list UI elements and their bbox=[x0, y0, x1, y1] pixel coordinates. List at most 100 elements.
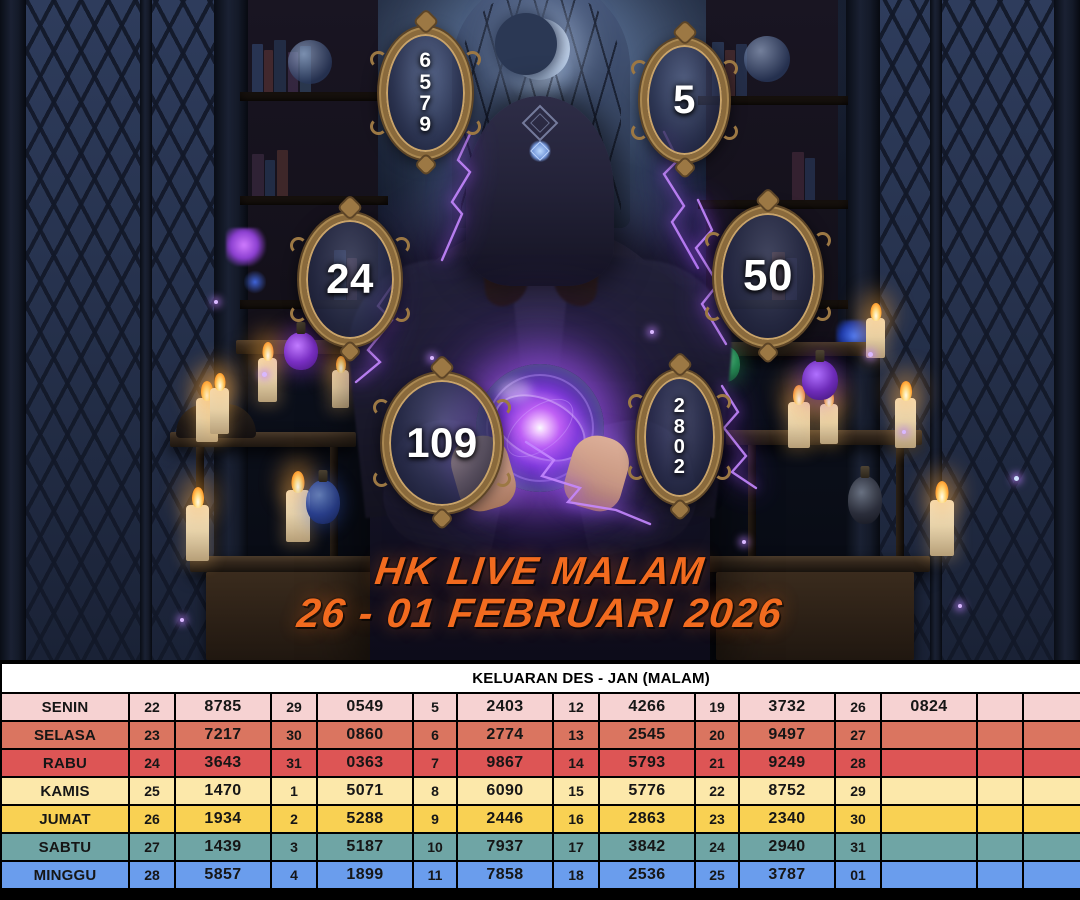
sparkle-mote bbox=[1014, 476, 1019, 481]
book bbox=[725, 50, 735, 96]
candle-icon bbox=[258, 342, 277, 402]
table-cell-date bbox=[976, 692, 1024, 722]
table-cell-date: 25 bbox=[694, 860, 740, 890]
table-cell-date: 23 bbox=[128, 720, 176, 750]
table-cell-number: 0860 bbox=[316, 720, 414, 750]
table-cell-number: 6090 bbox=[456, 776, 554, 806]
table-cell-number bbox=[1022, 748, 1080, 778]
number-frame-24[interactable]: 24 bbox=[290, 196, 410, 361]
table-cell-date bbox=[976, 776, 1024, 806]
table-cell-date: 13 bbox=[552, 720, 600, 750]
table-cell-date: 01 bbox=[834, 860, 882, 890]
table-cell-date bbox=[976, 804, 1024, 834]
sparkle-mote bbox=[958, 604, 962, 608]
table-cell-number bbox=[1022, 692, 1080, 722]
table-cell-date: 24 bbox=[128, 748, 176, 778]
number-frame-value: 5 bbox=[673, 77, 696, 122]
table-row: RABU 24 3643 31 0363 7 9867 14 5793 21 9249 28 bbox=[0, 748, 1080, 778]
table-cell-day: SELASA bbox=[0, 720, 130, 750]
hood bbox=[466, 96, 614, 286]
forehead-gem-icon bbox=[529, 140, 551, 162]
table-cell-date: 20 bbox=[694, 720, 740, 750]
results-table-title: KELUARAN DES - JAN (MALAM) bbox=[0, 662, 1080, 694]
glass-sphere bbox=[288, 40, 332, 84]
table-cell-day: KAMIS bbox=[0, 776, 130, 806]
number-frame-value: 2 8 0 2 bbox=[637, 370, 722, 504]
number-frame-5[interactable]: 5 bbox=[631, 21, 738, 177]
table-cell-date: 23 bbox=[694, 804, 740, 834]
digit: 7 bbox=[419, 92, 432, 115]
digit: 6 bbox=[419, 49, 432, 73]
table-cell-date bbox=[976, 748, 1024, 778]
digit: 2 bbox=[673, 456, 686, 479]
potion-bottle-icon bbox=[848, 476, 882, 524]
number-frame-50[interactable]: 50 bbox=[705, 189, 831, 362]
table-cell-date: 22 bbox=[694, 776, 740, 806]
wall-pillar bbox=[140, 0, 152, 660]
sparkle-mote bbox=[742, 540, 746, 544]
table-leg bbox=[896, 445, 904, 565]
table-cell-number: 2940 bbox=[738, 832, 836, 862]
table-cell-number: 9497 bbox=[738, 720, 836, 750]
table-row: JUMAT 26 1934 2 5288 9 2446 16 2863 23 2340 30 bbox=[0, 804, 1080, 834]
table-cell-number: 5071 bbox=[316, 776, 414, 806]
upper-shelf bbox=[694, 342, 874, 356]
table-cell-number: 3732 bbox=[738, 692, 836, 722]
table-cell-number bbox=[880, 748, 978, 778]
sparkle-mote bbox=[650, 330, 654, 334]
table-cell-date: 8 bbox=[412, 776, 458, 806]
number-frame-2802[interactable]: 2 8 0 2 bbox=[628, 353, 731, 519]
candle-icon bbox=[820, 390, 838, 444]
table-cell-date bbox=[976, 860, 1024, 890]
candle-icon bbox=[866, 303, 885, 358]
sparkle-mote bbox=[430, 356, 434, 360]
table-cell-number: 2545 bbox=[598, 720, 696, 750]
table-cell-date: 16 bbox=[552, 804, 600, 834]
cabinet bbox=[716, 572, 914, 660]
table-cell-number bbox=[1022, 776, 1080, 806]
candle-icon bbox=[895, 381, 916, 448]
table-cell-date: 21 bbox=[694, 748, 740, 778]
table-cell-number: 3643 bbox=[174, 748, 272, 778]
table-cell-number: 0549 bbox=[316, 692, 414, 722]
table-cell-number: 2774 bbox=[456, 720, 554, 750]
table-leg bbox=[748, 445, 756, 565]
table-cell-day: SABTU bbox=[0, 832, 130, 862]
table-cell-date: 31 bbox=[270, 748, 318, 778]
table-cell-date: 11 bbox=[412, 860, 458, 890]
table-cell-date: 31 bbox=[834, 832, 882, 862]
table-cell-number bbox=[880, 832, 978, 862]
number-frame-6579[interactable]: 6 5 7 9 bbox=[370, 10, 481, 174]
table-cell-number: 7217 bbox=[174, 720, 272, 750]
title-overlay: HK LIVE MALAM 26 - 01 FEBRUARI 2026 bbox=[0, 550, 1080, 636]
bookshelf-plank bbox=[240, 196, 388, 205]
digit: 9 bbox=[419, 113, 432, 137]
candle-icon bbox=[332, 356, 349, 408]
table-cell-date: 19 bbox=[694, 692, 740, 722]
table-cell-date: 26 bbox=[834, 692, 882, 722]
lightning-bolt-icon bbox=[524, 432, 654, 528]
table-cell-number: 9867 bbox=[456, 748, 554, 778]
digit: 0 bbox=[673, 436, 686, 458]
table-cell-date: 18 bbox=[552, 860, 600, 890]
glass-sphere bbox=[744, 36, 790, 82]
table-cell-number: 1899 bbox=[316, 860, 414, 890]
potion-bottle-icon bbox=[306, 480, 340, 524]
table-cell-date: 2 bbox=[270, 804, 318, 834]
table-cell-number: 2340 bbox=[738, 804, 836, 834]
table-row: SENIN 22 8785 29 0549 5 2403 12 4266 19 3732 26 0824 bbox=[0, 692, 1080, 722]
candle-icon bbox=[930, 481, 954, 556]
book bbox=[805, 158, 815, 200]
table-cell-number: 9249 bbox=[738, 748, 836, 778]
blue-crystal bbox=[244, 270, 266, 294]
table-row: KAMIS 25 1470 1 5071 8 6090 15 5776 22 8752 29 bbox=[0, 776, 1080, 806]
sparkle-mote bbox=[214, 300, 218, 304]
lattice-window-icon bbox=[22, 0, 140, 660]
table-cell-date: 12 bbox=[552, 692, 600, 722]
digit: 8 bbox=[673, 415, 686, 438]
number-frame-109[interactable]: 109 bbox=[373, 356, 511, 528]
book bbox=[736, 44, 747, 96]
table-cell-date bbox=[976, 720, 1024, 750]
crescent-moon-icon bbox=[495, 13, 570, 80]
table-cell-number: 1470 bbox=[174, 776, 272, 806]
